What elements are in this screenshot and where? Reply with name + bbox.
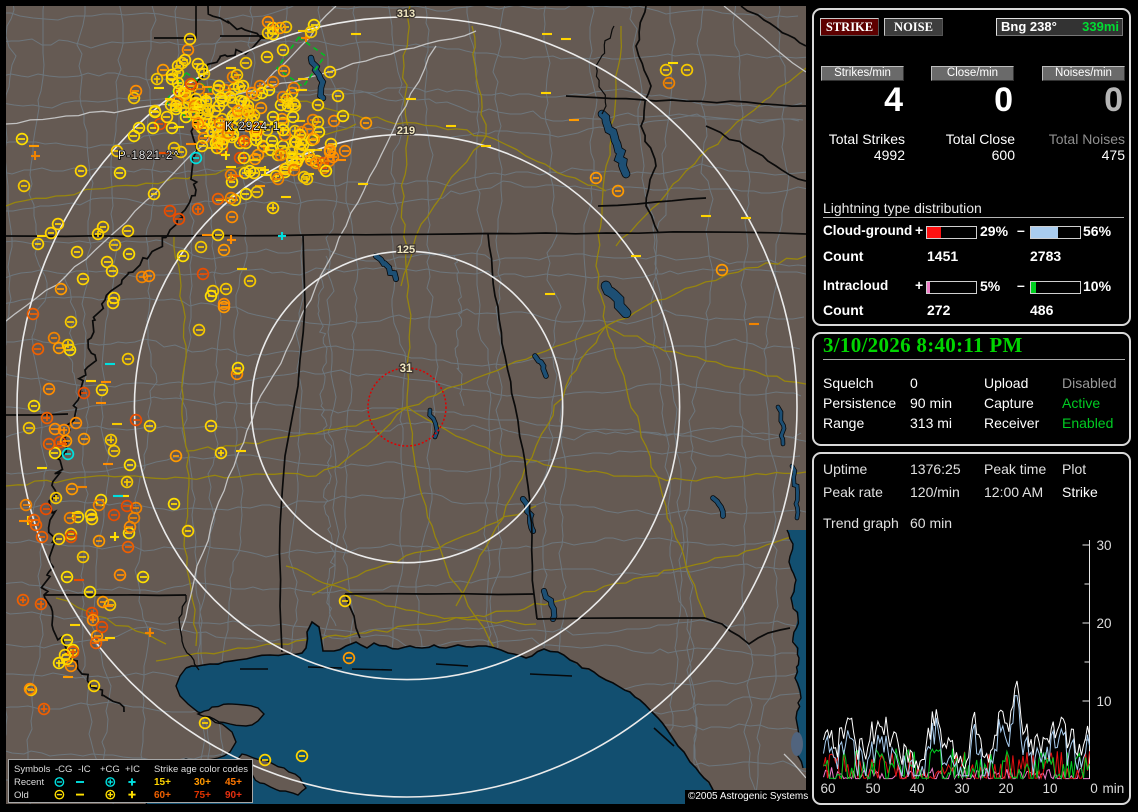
svg-text:50: 50 <box>865 781 880 796</box>
svg-text:10: 10 <box>1097 694 1112 709</box>
svg-text:30: 30 <box>1097 538 1112 553</box>
svg-text:20: 20 <box>1097 616 1112 631</box>
svg-text:P-1821-2^: P-1821-2^ <box>118 150 180 162</box>
svg-text:31: 31 <box>400 363 413 375</box>
svg-text:20: 20 <box>998 781 1013 796</box>
svg-text:219: 219 <box>397 125 415 137</box>
svg-text:10: 10 <box>1042 781 1057 796</box>
svg-text:125: 125 <box>397 244 415 256</box>
svg-text:min: min <box>1103 781 1125 796</box>
svg-text:0: 0 <box>1090 781 1098 796</box>
svg-text:60: 60 <box>820 781 835 796</box>
svg-text:313: 313 <box>397 8 415 20</box>
svg-text:K-2924-1: K-2924-1 <box>225 121 280 133</box>
svg-text:40: 40 <box>909 781 924 796</box>
svg-text:30: 30 <box>954 781 969 796</box>
